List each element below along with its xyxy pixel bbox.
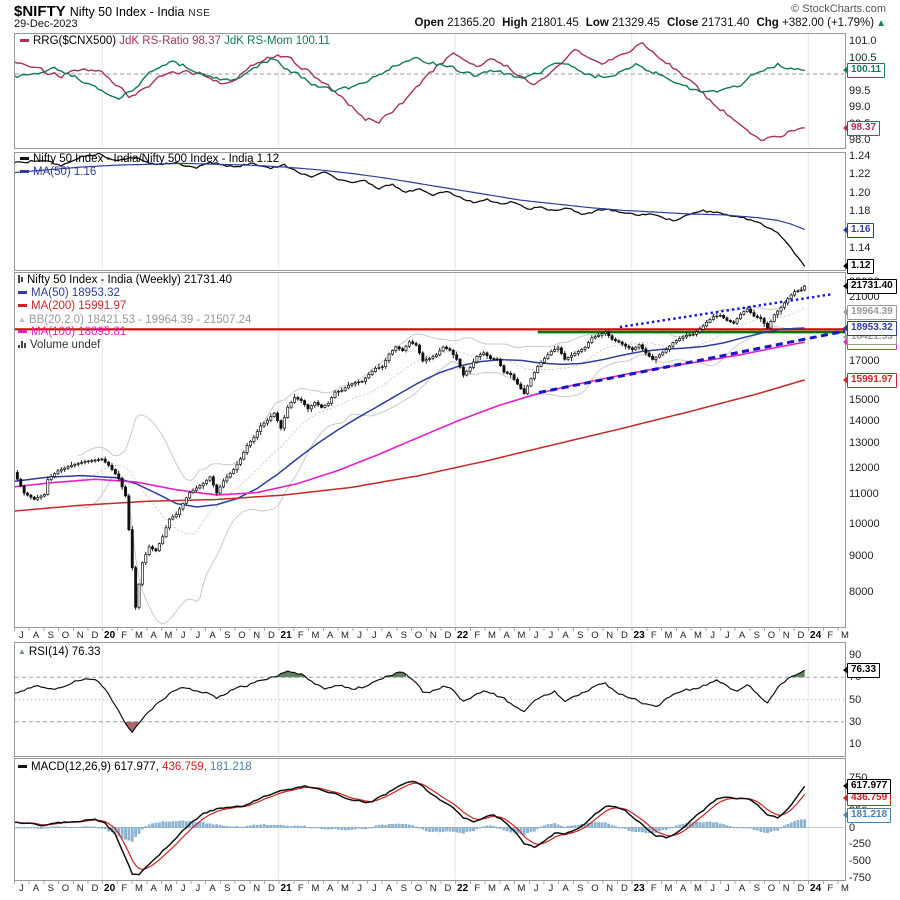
stockcharts-chart: $NIFTY Nifty 50 Index - India NSE 29-Dec-2…: [14, 3, 897, 894]
chart-canvas: [14, 33, 846, 881]
